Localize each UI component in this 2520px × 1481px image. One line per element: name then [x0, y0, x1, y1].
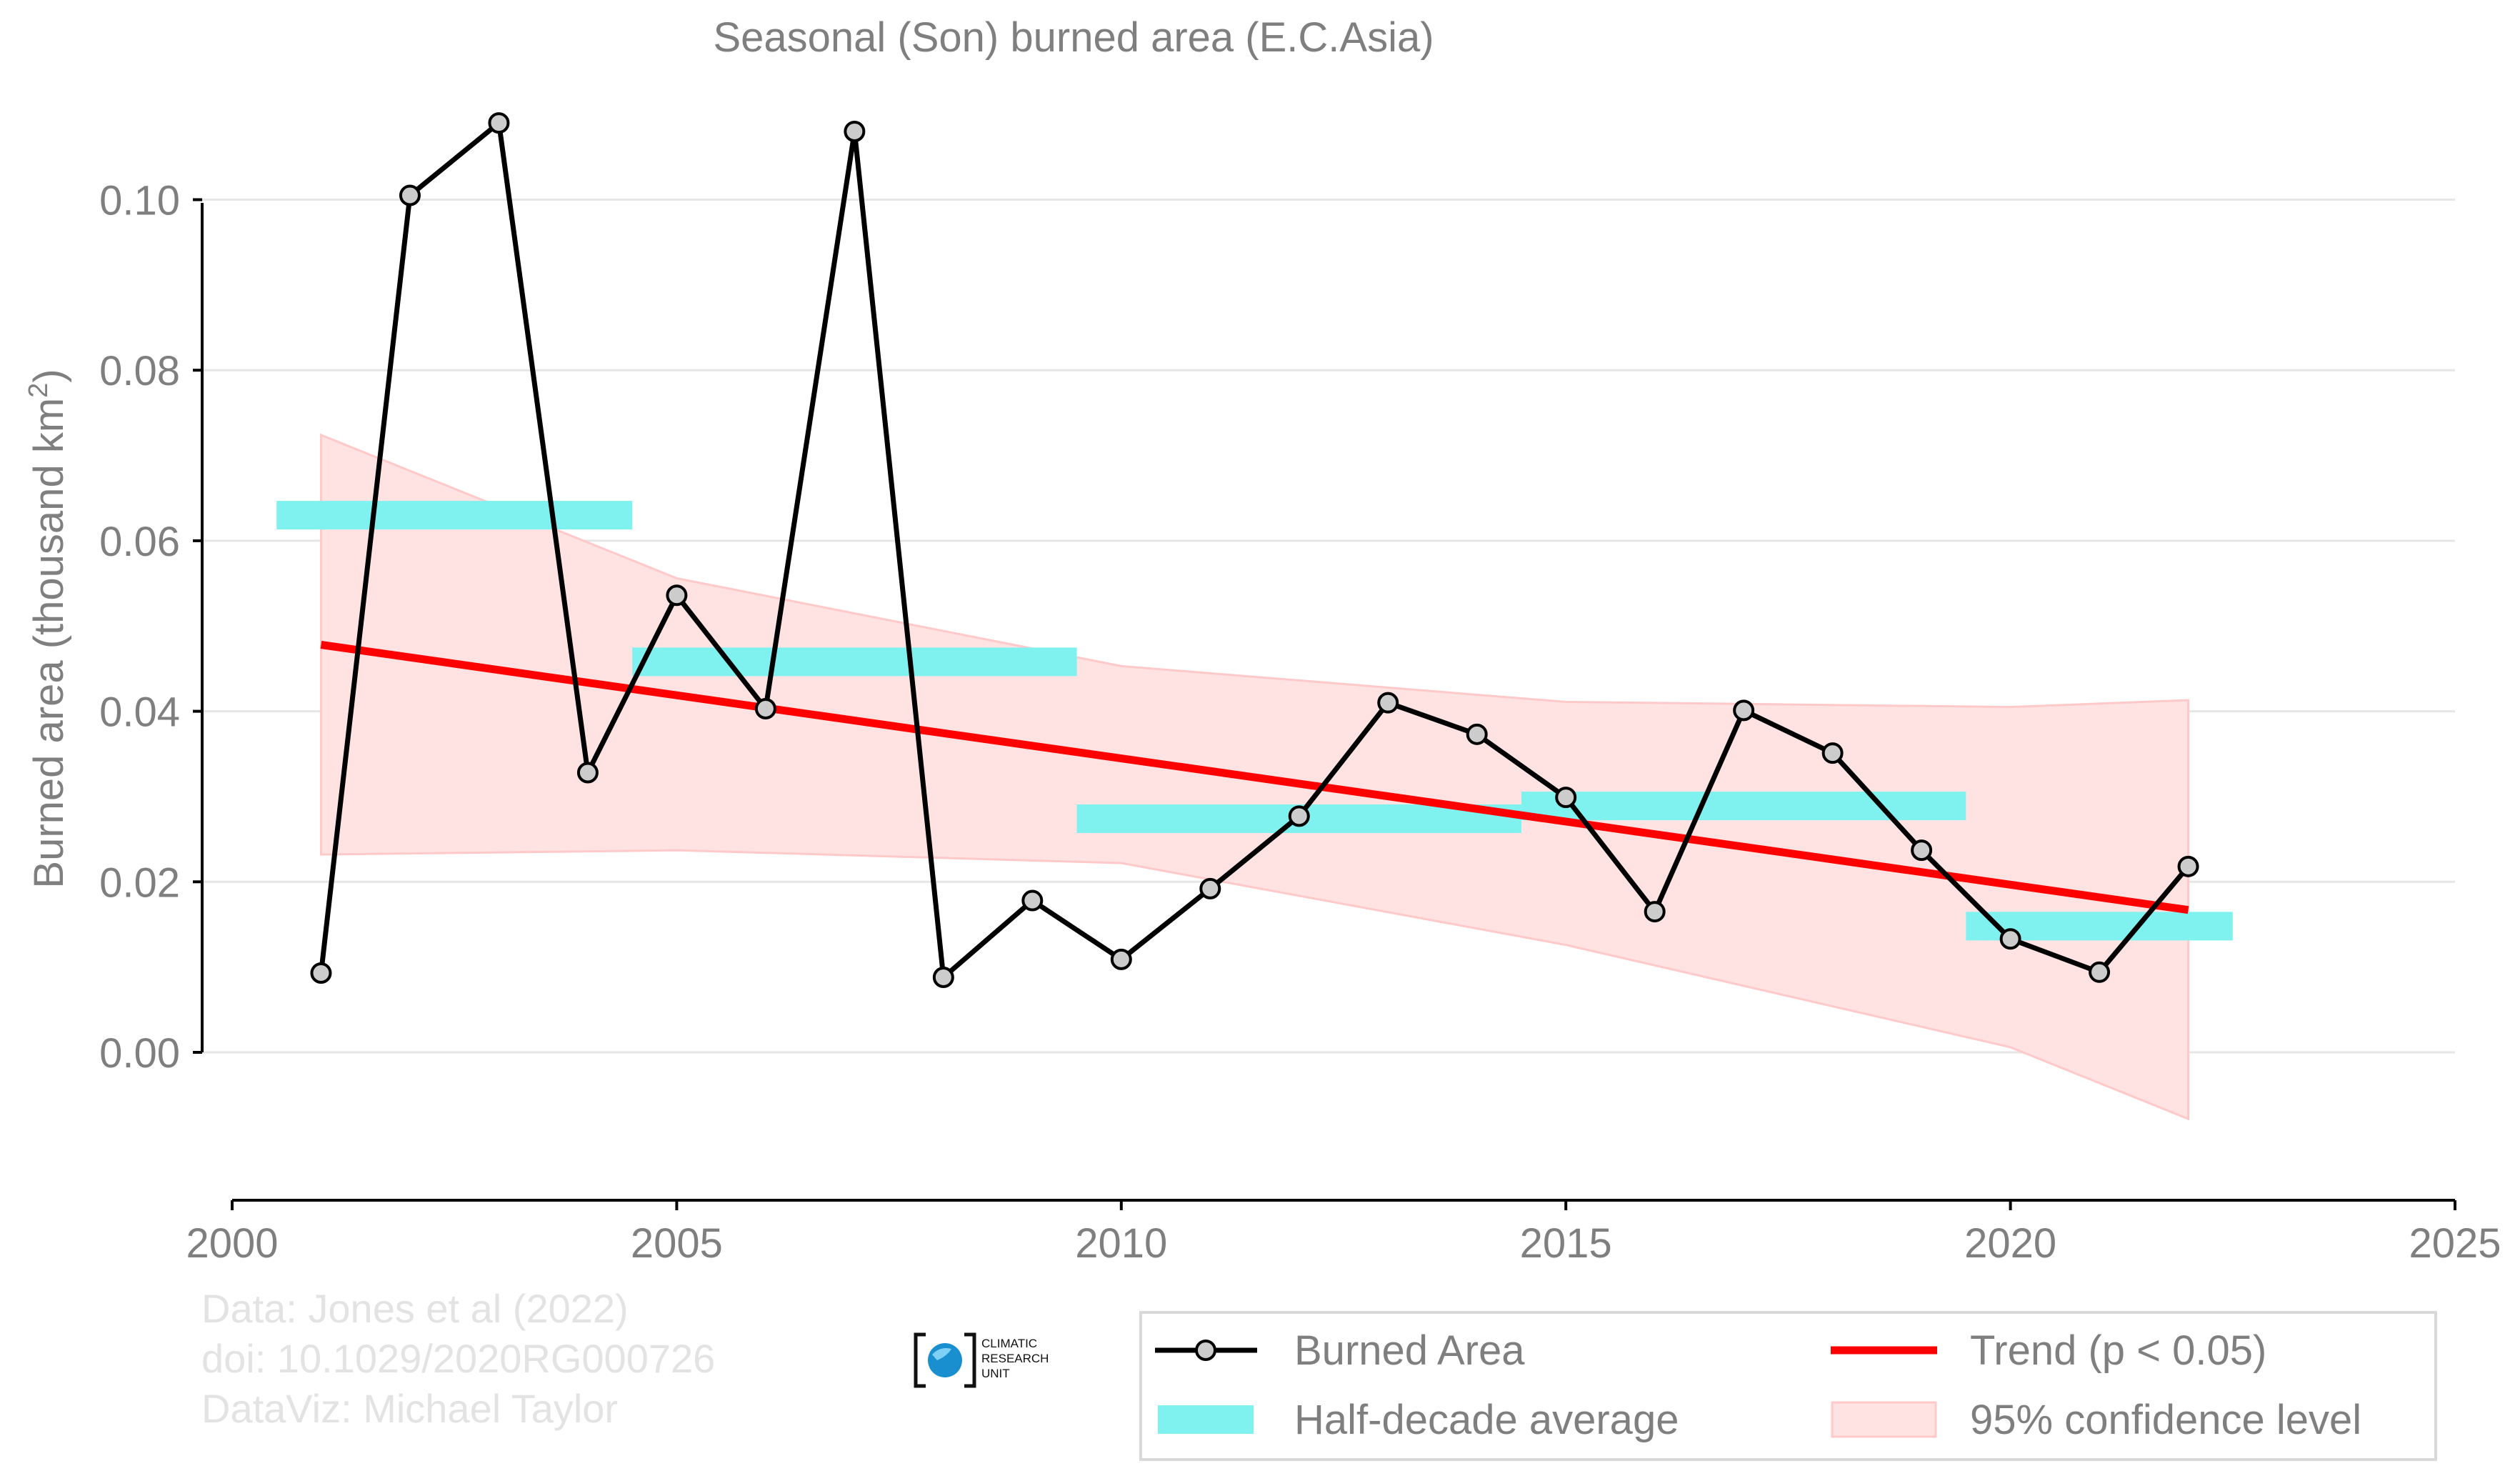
y-axis-label-close: ) — [26, 369, 72, 382]
series-layer — [310, 112, 2199, 988]
y-tick-label: 0.06 — [99, 519, 180, 565]
y-tick-label: 0.00 — [99, 1030, 180, 1077]
chart-title: Seasonal (Son) burned area (E.C.Asia) — [713, 14, 1434, 61]
burned-area-point — [1199, 877, 1221, 899]
logo-text-2: RESEARCH — [981, 1352, 1049, 1365]
burned-area-point — [1288, 805, 1310, 827]
legend-label-trend: Trend (p < 0.05) — [1970, 1327, 2266, 1374]
x-ticks: 2000 2005 2010 2015 2020 2025 — [186, 1200, 2501, 1267]
burned-area-point — [1110, 948, 1132, 970]
y-tick-label: 0.10 — [99, 178, 180, 224]
x-tick-label: 2015 — [1520, 1220, 1612, 1267]
burned-area-point — [1466, 723, 1488, 745]
y-tick-label: 0.04 — [99, 689, 180, 736]
legend-swatch-half-decade — [1158, 1405, 1254, 1434]
logo-bracket-right — [964, 1332, 976, 1388]
x-tick-label: 2010 — [1075, 1220, 1167, 1267]
burned-area-point — [1555, 787, 1577, 809]
legend-box — [1139, 1311, 2437, 1461]
burned-area-point — [2177, 855, 2199, 877]
half-decade-bar — [276, 501, 633, 530]
burned-area-point — [1733, 699, 1755, 722]
y-axis-label-sup: 2 — [24, 383, 54, 398]
burned-area-point — [1377, 692, 1399, 714]
credits: Data: Jones et al (2022) doi: 10.1029/20… — [201, 1286, 715, 1431]
y-tick-label: 0.08 — [99, 348, 180, 394]
burned-area-point — [1644, 901, 1666, 923]
half-decade-bar — [632, 647, 1077, 677]
legend-swatch-confidence — [1831, 1401, 1937, 1438]
y-tick-label: 0.02 — [99, 859, 180, 906]
y-axis-label-main: Burned area (thousand km — [26, 398, 72, 889]
logo-text-3: UNIT — [981, 1367, 1010, 1380]
legend-marker-burned-area — [1195, 1340, 1216, 1361]
burned-area-line — [319, 120, 2191, 980]
globe-highlight — [932, 1348, 951, 1360]
logo-text-1: CLIMATIC — [981, 1337, 1037, 1350]
burned-area-point — [2089, 961, 2111, 983]
burned-area-point — [932, 966, 954, 988]
x-tick-label: 2025 — [2409, 1220, 2501, 1267]
burned-area-point — [310, 962, 332, 984]
burned-area-point — [666, 584, 688, 607]
legend-label-half-decade: Half-decade average — [1294, 1397, 1679, 1443]
burned-area-point — [844, 121, 866, 143]
y-axis-label: Burned area (thousand km2) — [24, 369, 72, 888]
burned-area-point — [1999, 928, 2021, 950]
legend: Burned Area Half-decade average Trend (p… — [1139, 1311, 2437, 1461]
burned-area-point — [399, 184, 421, 206]
burned-area-point — [1911, 839, 1933, 862]
credit-line-3: DataViz: Michael Taylor — [201, 1386, 618, 1431]
burned-area-point — [1021, 889, 1044, 912]
half-decade-bar — [1521, 792, 1966, 821]
credit-line-2: doi: 10.1029/2020RG000726 — [201, 1336, 715, 1381]
logo-bracket-left — [914, 1332, 926, 1388]
cru-logo: CLIMATIC RESEARCH UNIT — [914, 1332, 1049, 1388]
x-tick-label: 2000 — [186, 1220, 278, 1267]
burned-area-point — [754, 698, 776, 720]
legend-label-burned-area: Burned Area — [1294, 1327, 1525, 1374]
half-decade-layer — [276, 501, 2233, 941]
x-tick-label: 2020 — [1964, 1220, 2056, 1267]
legend-label-confidence: 95% confidence level — [1970, 1397, 2361, 1443]
credit-line-1: Data: Jones et al (2022) — [201, 1286, 629, 1331]
burned-area-point — [488, 112, 510, 134]
burned-area-point — [1821, 742, 1844, 764]
x-tick-label: 2005 — [631, 1220, 723, 1267]
y-ticks: 0.00 0.02 0.04 0.06 0.08 0.10 — [99, 178, 202, 1077]
burned-area-point — [576, 762, 599, 784]
